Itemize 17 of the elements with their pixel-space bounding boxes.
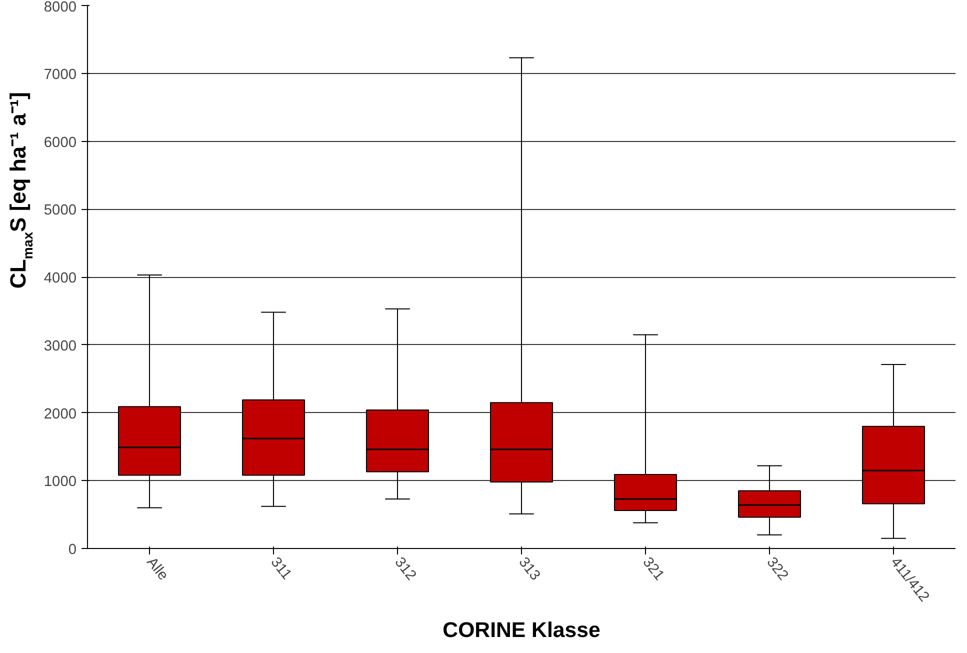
y-axis-title: CLmaxS [eq ha⁻¹ a⁻¹] xyxy=(6,92,36,289)
y-tick-label: 4000 xyxy=(44,270,77,286)
y-tick-label: 7000 xyxy=(44,66,77,83)
x-tick-label: 322 xyxy=(763,554,791,584)
y-tick-label: 8000 xyxy=(44,0,77,16)
x-tick-label: Alle xyxy=(143,554,171,584)
x-tick-label: 311 xyxy=(267,554,294,583)
y-tick-label: 6000 xyxy=(44,134,77,151)
y-tick-label: 5000 xyxy=(44,202,77,219)
y-tick-label: 2000 xyxy=(44,406,77,422)
y-tick-label: 1000 xyxy=(44,474,77,490)
x-tick-label: 313 xyxy=(515,554,543,584)
y-tick-label: 0 xyxy=(68,542,77,558)
x-tick-label: 312 xyxy=(391,554,419,584)
x-axis-title: CORINE Klasse xyxy=(442,618,600,642)
y-tick-label: 3000 xyxy=(44,338,77,354)
x-tick-label: 321 xyxy=(639,554,667,584)
